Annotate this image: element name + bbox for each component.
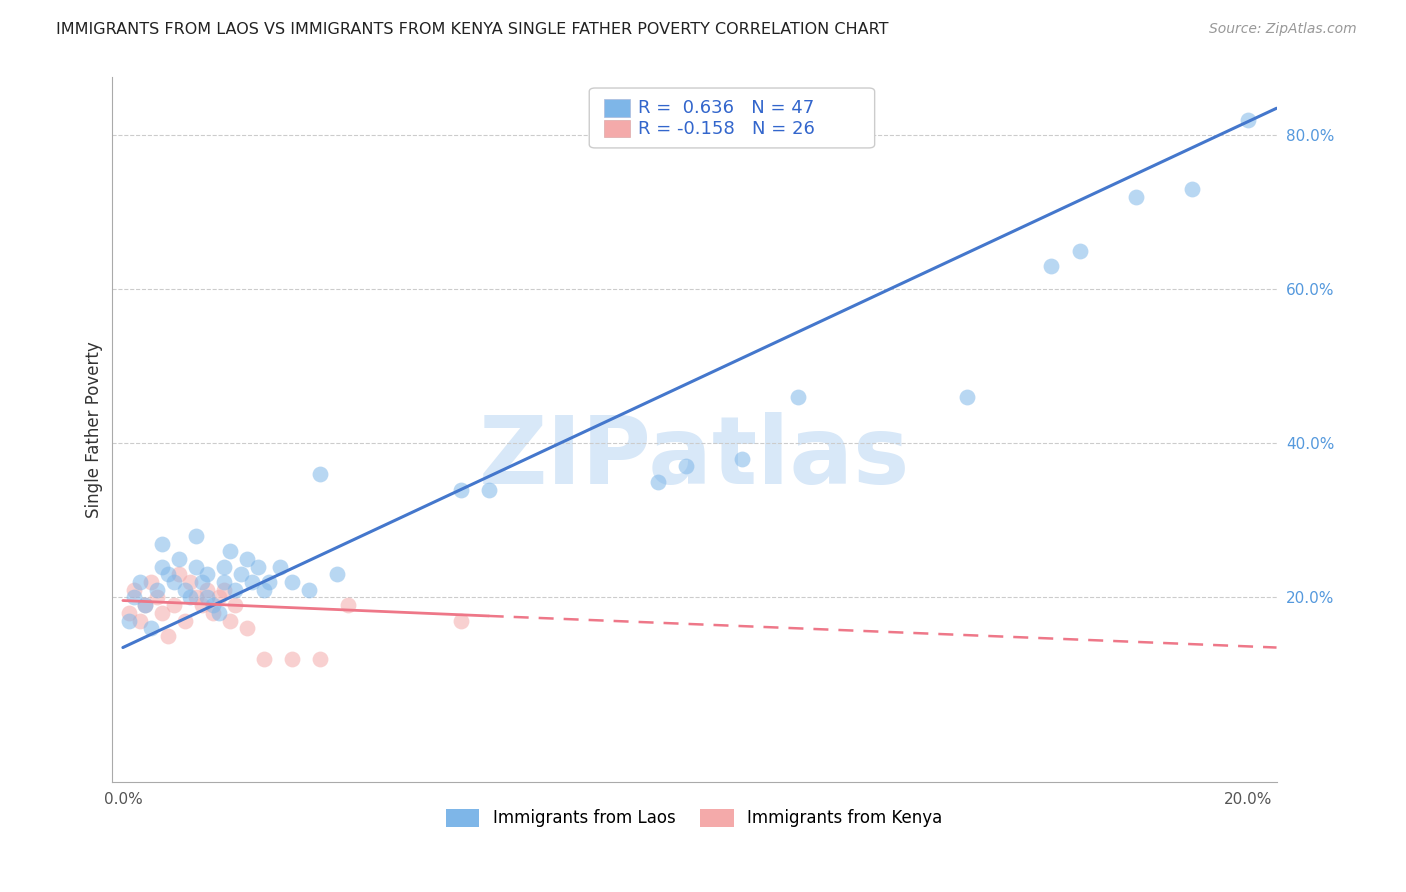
Point [150,536,173,550]
Y-axis label: Single Father Poverty: Single Father Poverty [86,342,103,518]
Point [128,614,150,628]
Point [179,575,201,590]
Point [224,598,246,612]
Point [257,575,280,590]
Point [212,559,235,574]
Point [1040,259,1063,273]
Point [252,652,274,666]
Point [128,575,150,590]
Point [269,559,291,574]
Point [325,567,347,582]
Point [145,591,167,605]
Point [246,559,269,574]
Legend: Immigrants from Laos, Immigrants from Kenya: Immigrants from Laos, Immigrants from Ke… [439,802,949,834]
Point [184,559,207,574]
Point [162,575,184,590]
Point [150,606,173,620]
Point [647,475,669,489]
Point [122,591,145,605]
Text: R =  0.636   N = 47: R = 0.636 N = 47 [638,99,814,117]
Point [173,582,195,597]
Point [212,575,235,590]
Point [117,606,139,620]
Point [212,582,235,597]
Point [184,529,207,543]
Point [308,652,330,666]
Point [156,629,179,643]
Point [167,552,190,566]
Point [167,567,190,582]
Point [478,483,501,497]
Text: ZIPatlas: ZIPatlas [478,412,910,504]
Text: Source: ZipAtlas.com: Source: ZipAtlas.com [1209,22,1357,37]
Point [450,614,472,628]
Point [280,652,302,666]
Point [207,591,229,605]
Point [195,591,218,605]
Point [201,606,224,620]
Point [308,467,330,482]
Point [956,390,979,404]
Point [139,575,162,590]
Point [235,552,257,566]
Point [235,621,257,635]
Point [201,598,224,612]
Point [134,598,156,612]
Point [675,459,697,474]
Point [218,544,240,558]
Point [252,582,274,597]
Point [134,598,156,612]
Point [1125,190,1147,204]
Point [184,591,207,605]
Point [731,451,754,466]
Point [162,598,184,612]
Point [787,390,810,404]
Point [224,582,246,597]
Point [117,614,139,628]
Point [150,559,173,574]
Point [229,567,252,582]
Point [195,582,218,597]
Text: R = -0.158   N = 26: R = -0.158 N = 26 [638,120,815,137]
Point [156,567,179,582]
Point [179,591,201,605]
Text: IMMIGRANTS FROM LAOS VS IMMIGRANTS FROM KENYA SINGLE FATHER POVERTY CORRELATION : IMMIGRANTS FROM LAOS VS IMMIGRANTS FROM … [56,22,889,37]
FancyBboxPatch shape [605,120,630,137]
Point [1069,244,1091,258]
Point [337,598,360,612]
Point [195,567,218,582]
Point [145,582,167,597]
Point [190,598,212,612]
Point [1181,182,1204,196]
Point [297,582,319,597]
Point [122,582,145,597]
Point [218,614,240,628]
Point [173,614,195,628]
Point [207,606,229,620]
Point [1237,112,1260,127]
Point [240,575,263,590]
Point [280,575,302,590]
Point [139,621,162,635]
Point [450,483,472,497]
FancyBboxPatch shape [605,99,630,117]
FancyBboxPatch shape [589,88,875,148]
Point [190,575,212,590]
